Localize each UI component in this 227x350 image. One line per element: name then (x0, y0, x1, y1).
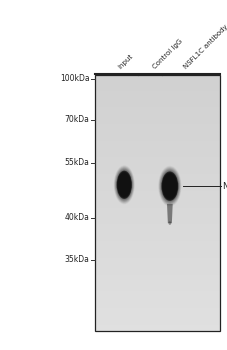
Ellipse shape (165, 178, 174, 194)
Ellipse shape (120, 177, 128, 192)
Ellipse shape (165, 179, 173, 193)
Ellipse shape (117, 173, 130, 197)
Ellipse shape (167, 182, 171, 190)
Ellipse shape (168, 183, 171, 189)
Ellipse shape (114, 167, 133, 203)
Ellipse shape (163, 175, 175, 197)
Ellipse shape (115, 168, 133, 201)
Ellipse shape (118, 174, 129, 195)
Ellipse shape (160, 170, 178, 202)
Ellipse shape (117, 172, 131, 198)
Ellipse shape (122, 181, 126, 189)
Ellipse shape (119, 175, 129, 194)
Ellipse shape (118, 173, 130, 196)
Ellipse shape (116, 171, 131, 199)
Text: NSFL1C antibody: NSFL1C antibody (182, 23, 227, 70)
Ellipse shape (115, 169, 132, 201)
Ellipse shape (115, 168, 133, 202)
Ellipse shape (162, 174, 176, 199)
Ellipse shape (115, 169, 132, 201)
Ellipse shape (161, 172, 178, 201)
Ellipse shape (117, 172, 131, 197)
Text: Input: Input (117, 53, 134, 70)
Ellipse shape (116, 171, 131, 198)
Ellipse shape (161, 173, 177, 200)
Ellipse shape (164, 176, 175, 196)
Ellipse shape (161, 172, 178, 201)
Ellipse shape (163, 174, 176, 198)
Ellipse shape (166, 181, 172, 191)
Ellipse shape (118, 174, 130, 196)
Ellipse shape (162, 173, 177, 199)
Ellipse shape (118, 174, 130, 196)
Ellipse shape (160, 170, 178, 202)
Ellipse shape (159, 169, 179, 203)
Ellipse shape (168, 221, 170, 225)
Text: 70kDa: 70kDa (64, 115, 89, 124)
Ellipse shape (166, 180, 173, 192)
Ellipse shape (118, 174, 129, 195)
Text: 40kDa: 40kDa (64, 213, 89, 222)
Ellipse shape (161, 172, 177, 200)
Ellipse shape (168, 184, 170, 188)
Text: 100kDa: 100kDa (60, 74, 89, 83)
Ellipse shape (161, 173, 177, 200)
Ellipse shape (163, 175, 175, 197)
Polygon shape (166, 204, 172, 223)
Text: NSFL1C: NSFL1C (221, 182, 227, 191)
Ellipse shape (169, 185, 170, 187)
Bar (94, 75, 219, 331)
Ellipse shape (122, 182, 125, 188)
Ellipse shape (119, 176, 128, 193)
Ellipse shape (117, 172, 131, 198)
Ellipse shape (116, 170, 132, 200)
Ellipse shape (162, 174, 176, 198)
Ellipse shape (116, 170, 131, 199)
Ellipse shape (160, 171, 178, 201)
Ellipse shape (163, 175, 176, 198)
Ellipse shape (116, 171, 131, 199)
Text: Control IgG: Control IgG (151, 38, 183, 70)
Ellipse shape (164, 177, 174, 195)
Ellipse shape (162, 174, 176, 199)
Ellipse shape (123, 183, 125, 187)
Ellipse shape (160, 169, 179, 203)
Ellipse shape (123, 184, 124, 186)
Ellipse shape (159, 168, 179, 204)
Ellipse shape (120, 178, 127, 191)
Ellipse shape (159, 168, 180, 204)
Ellipse shape (117, 173, 130, 197)
Text: 35kDa: 35kDa (64, 255, 89, 264)
Text: 55kDa: 55kDa (64, 158, 89, 167)
Ellipse shape (121, 180, 126, 189)
Ellipse shape (121, 179, 127, 190)
Ellipse shape (158, 167, 180, 205)
Ellipse shape (114, 167, 133, 202)
